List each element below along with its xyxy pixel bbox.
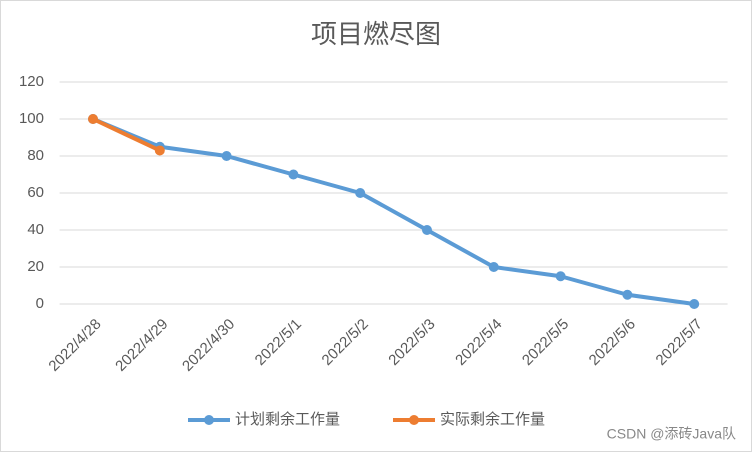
y-tick-label: 120 (19, 73, 44, 90)
point (422, 225, 432, 235)
y-tick-label: 0 (36, 295, 44, 312)
legend-marker (204, 415, 214, 425)
point (622, 289, 633, 300)
point (355, 188, 366, 198)
y-tick-label: 80 (27, 147, 44, 164)
series-line (91, 117, 697, 306)
point (555, 271, 566, 282)
point (488, 262, 499, 272)
legend-marker (409, 415, 419, 425)
point (689, 299, 700, 309)
legend-label: 计划剩余工作量 (235, 410, 340, 428)
point (154, 145, 165, 156)
legend-label: 实际剩余工作量 (440, 410, 545, 428)
series-line (91, 117, 162, 153)
y-tick-label: 20 (27, 258, 44, 275)
y-tick-label: 40 (27, 221, 44, 238)
point (288, 169, 299, 180)
watermark: CSDN @添砖Java队 (607, 426, 736, 442)
point (88, 114, 98, 124)
chart-title: 项目燃尽图 (311, 19, 441, 49)
point (221, 151, 232, 161)
y-tick-label: 60 (27, 184, 44, 201)
y-tick-label: 100 (19, 110, 44, 127)
